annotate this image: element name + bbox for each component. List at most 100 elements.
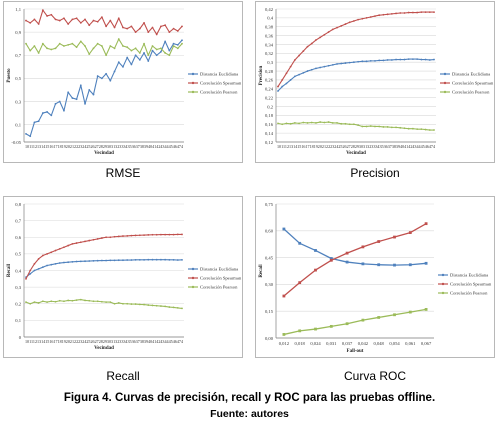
data-point bbox=[382, 126, 385, 128]
legend-marker bbox=[443, 72, 447, 76]
data-point bbox=[130, 63, 133, 66]
data-point bbox=[329, 258, 333, 262]
y-tick-label: 0,3 bbox=[15, 285, 21, 291]
data-point bbox=[164, 305, 167, 308]
data-point bbox=[147, 258, 150, 261]
data-point bbox=[100, 259, 103, 262]
data-point bbox=[315, 67, 317, 70]
data-point bbox=[407, 11, 410, 14]
data-point bbox=[143, 52, 145, 54]
legend-marker bbox=[441, 291, 445, 295]
data-point bbox=[109, 79, 112, 82]
y-tick-label: 0,75 bbox=[265, 202, 274, 208]
data-point bbox=[50, 48, 53, 51]
legend-label: Correlación Spearman bbox=[450, 282, 492, 287]
data-point bbox=[336, 122, 338, 124]
data-point bbox=[164, 52, 167, 54]
data-point bbox=[50, 300, 53, 303]
data-point bbox=[424, 58, 427, 61]
y-axis-title: Recall bbox=[259, 264, 264, 278]
data-point bbox=[151, 233, 154, 236]
data-point bbox=[314, 327, 317, 331]
data-point bbox=[172, 233, 175, 236]
data-point bbox=[155, 233, 158, 236]
data-point bbox=[327, 121, 330, 123]
data-point bbox=[134, 258, 137, 261]
data-point bbox=[96, 259, 99, 262]
data-point bbox=[25, 42, 27, 45]
data-point bbox=[315, 122, 317, 124]
y-tick-label: 0,45 bbox=[265, 255, 274, 261]
data-point bbox=[407, 127, 410, 130]
data-point bbox=[428, 129, 431, 131]
data-point bbox=[122, 45, 124, 47]
y-tick-label: 0,7 bbox=[15, 218, 21, 224]
legend-marker bbox=[191, 285, 195, 289]
data-point bbox=[117, 302, 120, 304]
series-line-correlaci-n-spearman bbox=[25, 9, 183, 35]
data-point bbox=[172, 42, 175, 45]
data-point bbox=[289, 122, 292, 125]
x-tick-label: 0,067 bbox=[421, 341, 432, 347]
data-point bbox=[100, 77, 103, 80]
data-point bbox=[386, 126, 389, 128]
data-point bbox=[33, 269, 36, 272]
data-point bbox=[327, 31, 330, 33]
y-tick-label: 0,30 bbox=[265, 282, 274, 288]
data-point bbox=[408, 263, 412, 267]
data-point bbox=[361, 17, 364, 20]
data-point bbox=[130, 49, 133, 52]
data-point bbox=[105, 25, 108, 28]
data-point bbox=[336, 63, 338, 65]
data-point bbox=[84, 260, 86, 263]
rmse-title: RMSE bbox=[105, 166, 141, 180]
data-point bbox=[105, 301, 108, 303]
data-point bbox=[41, 9, 44, 12]
data-point bbox=[298, 73, 300, 76]
data-point bbox=[352, 20, 355, 22]
data-point bbox=[151, 45, 154, 47]
data-point bbox=[100, 300, 103, 303]
y-tick-label: 0,36 bbox=[265, 33, 274, 39]
data-point bbox=[46, 252, 48, 255]
data-point bbox=[143, 42, 145, 45]
data-point bbox=[181, 233, 183, 236]
data-point bbox=[357, 18, 360, 21]
data-point bbox=[113, 259, 116, 262]
data-point bbox=[46, 301, 48, 303]
data-point bbox=[54, 249, 57, 252]
y-tick-label: 0,00 bbox=[265, 336, 274, 342]
data-point bbox=[37, 302, 40, 304]
data-point bbox=[282, 333, 286, 336]
data-point bbox=[96, 75, 99, 77]
data-point bbox=[88, 53, 91, 56]
data-point bbox=[374, 125, 376, 128]
data-point bbox=[143, 303, 145, 306]
data-point bbox=[122, 26, 124, 29]
data-point bbox=[147, 60, 150, 62]
data-point bbox=[164, 24, 167, 27]
data-point bbox=[377, 316, 381, 319]
data-point bbox=[393, 235, 396, 239]
y-tick-label: 0,9 bbox=[15, 30, 21, 36]
y-tick-label: 0,5 bbox=[15, 76, 21, 82]
data-point bbox=[33, 301, 36, 303]
data-point bbox=[306, 70, 309, 72]
data-point bbox=[33, 45, 36, 47]
data-point bbox=[25, 301, 27, 303]
data-point bbox=[138, 52, 141, 54]
x-tick-labels: 1011121314151617181920212223242526272829… bbox=[277, 144, 436, 149]
legend-label: Distancia Euclidiana bbox=[200, 267, 238, 272]
data-point bbox=[298, 122, 300, 125]
roc-title: Curva ROC bbox=[343, 369, 406, 383]
data-point bbox=[340, 122, 343, 125]
data-point bbox=[395, 58, 397, 61]
data-point bbox=[361, 262, 365, 266]
data-point bbox=[285, 72, 288, 75]
data-point bbox=[428, 59, 431, 61]
data-point bbox=[147, 31, 150, 34]
data-point bbox=[361, 125, 364, 128]
data-point bbox=[285, 122, 288, 125]
data-point bbox=[58, 262, 61, 264]
data-point bbox=[29, 135, 32, 138]
